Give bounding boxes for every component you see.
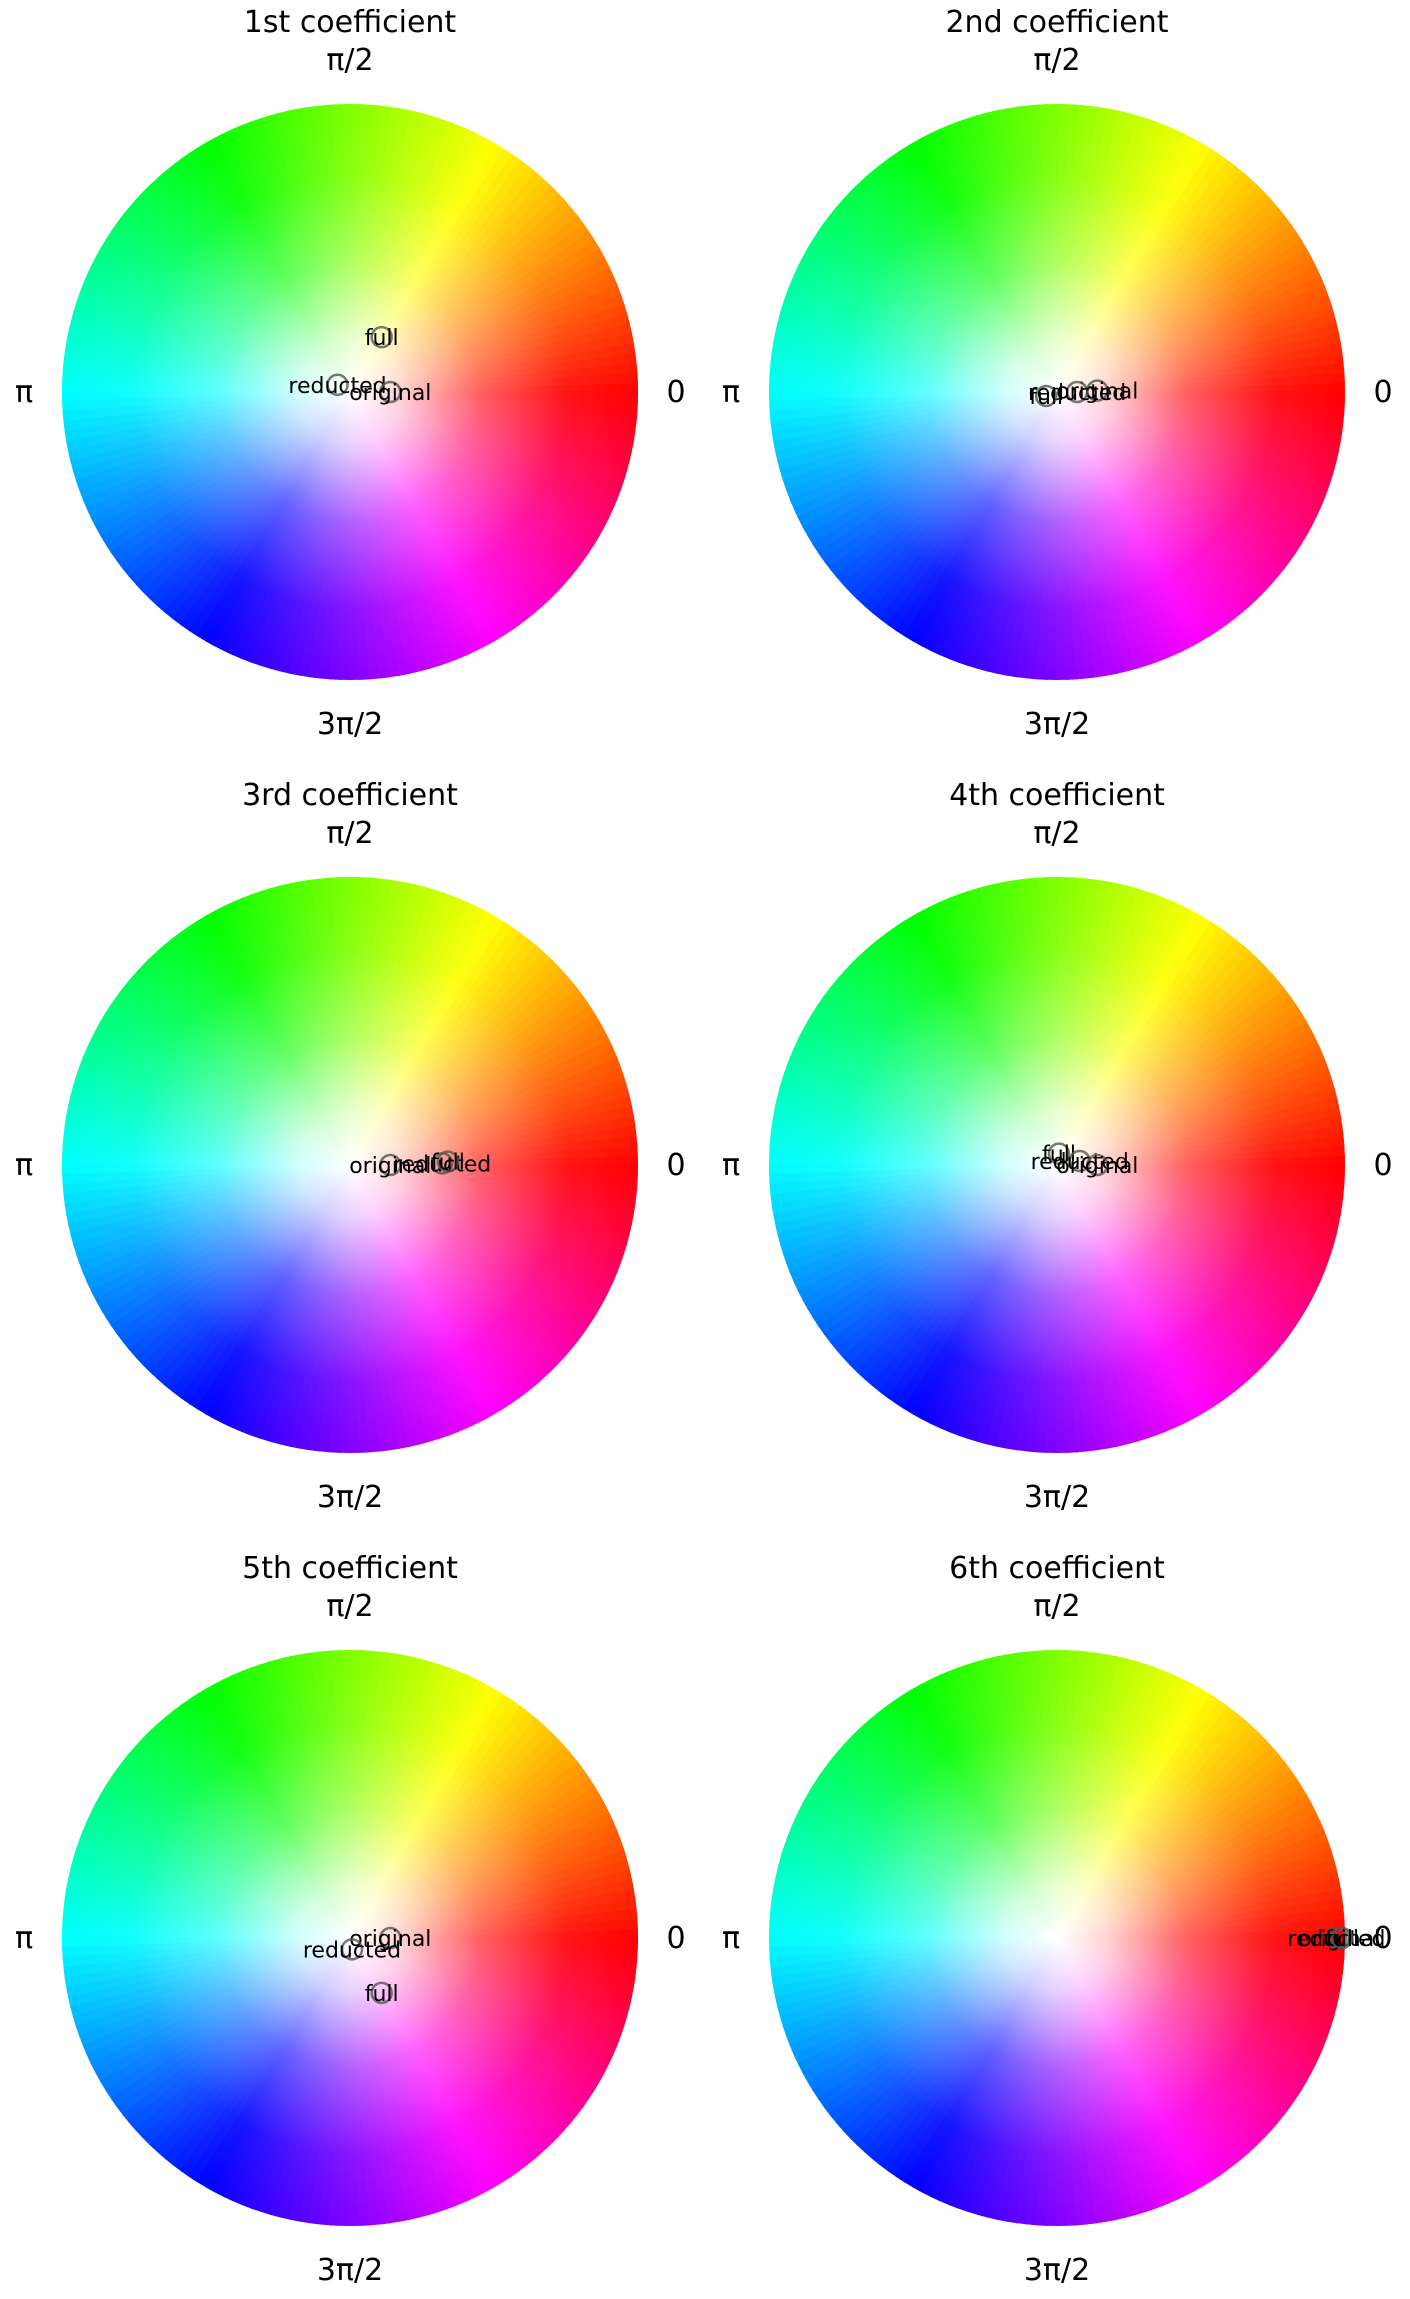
tick-label-pi: π [15, 375, 33, 410]
point-reducted [326, 373, 349, 397]
point-full [436, 1150, 460, 1173]
white-center-glow [769, 104, 1345, 680]
point-original [379, 1153, 402, 1177]
point-label-original: original [349, 381, 431, 406]
white-center-glow [62, 104, 638, 680]
point-label-reducted: reducted [288, 374, 386, 399]
point-label-reducted: reducted [393, 1152, 491, 1177]
panel-title: 3rd coefficient [242, 778, 458, 813]
tick-label-zero: 0 [1373, 1921, 1392, 1956]
point-label-original: original [1056, 1154, 1138, 1179]
point-reducted [340, 1938, 364, 1961]
panel-title: 1st coefficient [244, 5, 457, 40]
tick-label-pi: π [722, 375, 740, 410]
point-full [370, 1981, 393, 2005]
point-label-original: original [349, 1154, 431, 1179]
point-reducted [1065, 380, 1089, 404]
white-center-glow [769, 877, 1345, 1453]
point-original [379, 1926, 402, 1950]
point-full [1330, 1926, 1354, 1950]
tick-label-pi: π [722, 1148, 740, 1183]
polar-panel-6: 6th coefficientπ/20π3π/2reductedoriginal… [722, 1551, 1393, 2288]
tick-label-pi: π [722, 1921, 740, 1956]
tick-label-pi-half: π/2 [326, 816, 373, 851]
tick-label-three-pi-half: 3π/2 [1024, 2253, 1090, 2288]
point-label-full: full [1325, 1927, 1359, 1952]
tick-label-pi-half: π/2 [1033, 43, 1080, 78]
point-label-full: full [1029, 385, 1063, 410]
tick-label-zero: 0 [1373, 375, 1392, 410]
tick-label-zero: 0 [666, 1921, 685, 1956]
panel-title: 6th coefficient [949, 1551, 1165, 1586]
point-original [1086, 1153, 1109, 1177]
tick-label-three-pi-half: 3π/2 [1024, 707, 1090, 742]
tick-label-pi-half: π/2 [326, 1589, 373, 1624]
tick-label-zero: 0 [1373, 1148, 1392, 1183]
point-full [1047, 1142, 1071, 1165]
panel-title: 4th coefficient [949, 778, 1165, 813]
polar-panel-2: 2nd coefficientπ/20π3π/2originalreducted… [722, 5, 1393, 742]
white-center-glow [62, 877, 638, 1453]
polar-panel-4: 4th coefficientπ/20π3π/2fullreductedorig… [722, 778, 1393, 1515]
polar-panel-5: 5th coefficientπ/20π3π/2originalreducted… [15, 1551, 686, 2288]
tick-label-three-pi-half: 3π/2 [317, 1480, 383, 1515]
tick-label-pi: π [15, 1921, 33, 1956]
panel-title: 2nd coefficient [945, 5, 1168, 40]
tick-label-three-pi-half: 3π/2 [317, 2253, 383, 2288]
point-full [370, 325, 393, 349]
tick-label-zero: 0 [666, 375, 685, 410]
point-label-reducted: reducted [303, 1938, 401, 1963]
point-label-full: full [365, 1982, 399, 2007]
point-reducted [1068, 1149, 1091, 1173]
white-center-glow [62, 1650, 638, 2226]
point-label-full: full [431, 1151, 465, 1176]
tick-label-pi: π [15, 1148, 33, 1183]
point-label-reducted: reducted [1031, 1150, 1129, 1175]
tick-label-zero: 0 [666, 1148, 685, 1183]
point-label-full: full [365, 326, 399, 351]
point-full [1034, 384, 1058, 408]
point-original [379, 380, 402, 404]
panel-title: 5th coefficient [242, 1551, 458, 1586]
tick-label-pi-half: π/2 [326, 43, 373, 78]
tick-label-three-pi-half: 3π/2 [317, 707, 383, 742]
tick-label-pi-half: π/2 [1033, 1589, 1080, 1624]
tick-label-three-pi-half: 3π/2 [1024, 1480, 1090, 1515]
tick-label-pi-half: π/2 [1033, 816, 1080, 851]
white-center-glow [769, 1650, 1345, 2226]
